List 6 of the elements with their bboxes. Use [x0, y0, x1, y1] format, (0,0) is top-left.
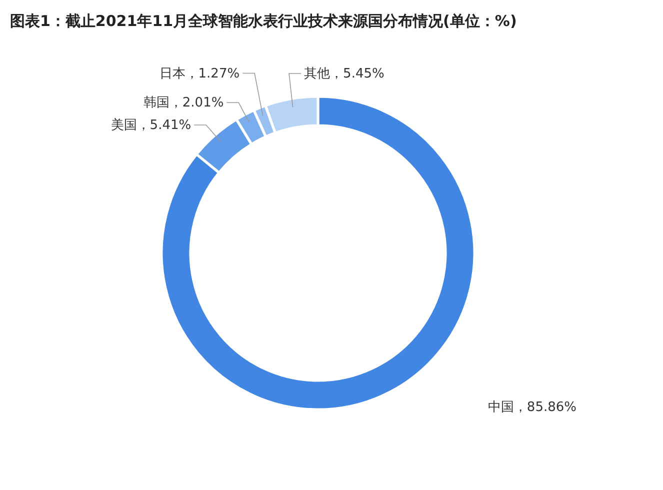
slice-label: 韩国，2.01% [143, 96, 224, 111]
slice-label: 日本，1.27% [159, 66, 240, 82]
chart-title: 图表1：截止2021年11月全球智能水表行业技术来源国分布情况(单位：%) [10, 12, 517, 30]
slice-label: 中国，85.86% [488, 400, 577, 415]
slice-label: 美国，5.41% [110, 117, 192, 134]
slice-label: 其他，5.45% [304, 66, 384, 82]
